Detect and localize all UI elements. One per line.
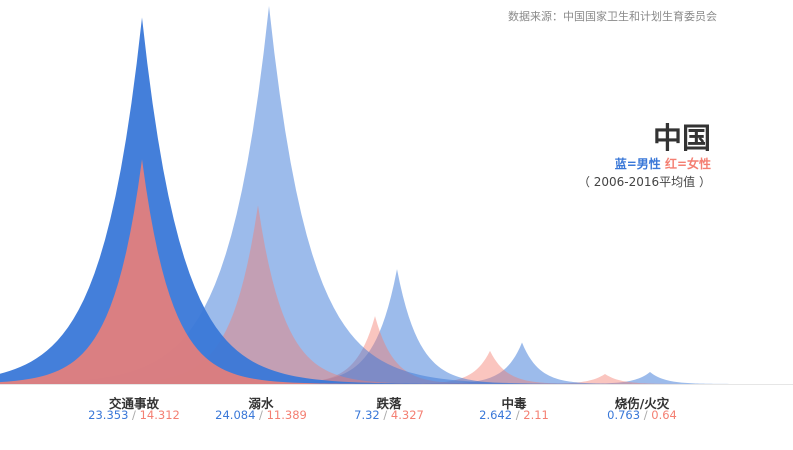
value-female-2: 11.389	[266, 408, 307, 422]
peaks-layer	[0, 6, 769, 384]
peak-male-5	[531, 372, 769, 384]
value-separator: /	[640, 408, 652, 422]
legend-female: 红=女性	[664, 157, 711, 171]
legend-male: 蓝=男性	[614, 157, 661, 171]
peak-male-3	[220, 269, 574, 384]
value-label-1: 23.353 / 14.312	[64, 408, 204, 422]
category-label-5: 烧伤/火灾	[614, 396, 670, 411]
peak-male-2	[0, 6, 593, 384]
peak-female-2	[45, 205, 471, 384]
peak-male-1	[0, 17, 460, 384]
category-label-3: 跌落	[376, 396, 402, 411]
value-separator: /	[379, 408, 391, 422]
peak-female-5	[487, 373, 723, 384]
legend: 蓝=男性 红=女性	[578, 156, 711, 173]
value-female-4: 2.11	[523, 408, 549, 422]
value-female-1: 14.312	[139, 408, 180, 422]
value-male-2: 24.084	[215, 408, 256, 422]
value-label-4: 2.642 / 2.11	[444, 408, 584, 422]
category-label-1: 交通事故	[108, 396, 159, 411]
value-separator: /	[128, 408, 140, 422]
value-male-1: 23.353	[88, 408, 129, 422]
value-separator: /	[512, 408, 524, 422]
value-female-3: 4.327	[390, 408, 424, 422]
category-label-2: 溺水	[248, 396, 274, 411]
region-title: 中国	[652, 121, 711, 155]
legend-box: 中国 蓝=男性 红=女性 （ 2006-2016平均值 ）	[578, 120, 711, 191]
value-male-4: 2.642	[479, 408, 513, 422]
value-male-3: 7.32	[354, 408, 380, 422]
peak-male-4	[386, 342, 658, 384]
value-male-5: 0.763	[607, 408, 641, 422]
peak-female-4	[359, 350, 621, 384]
value-separator: /	[255, 408, 267, 422]
data-source: 数据来源：中国国家卫生和计划生育委员会	[508, 10, 717, 23]
value-female-5: 0.64	[651, 408, 677, 422]
value-label-3: 7.32 / 4.327	[319, 408, 459, 422]
peak-female-3	[224, 316, 526, 384]
value-label-5: 0.763 / 0.64	[572, 408, 712, 422]
period-note: （ 2006-2016平均值 ）	[577, 175, 711, 189]
value-label-2: 24.084 / 11.389	[191, 408, 331, 422]
category-label-4: 中毒	[501, 396, 527, 411]
